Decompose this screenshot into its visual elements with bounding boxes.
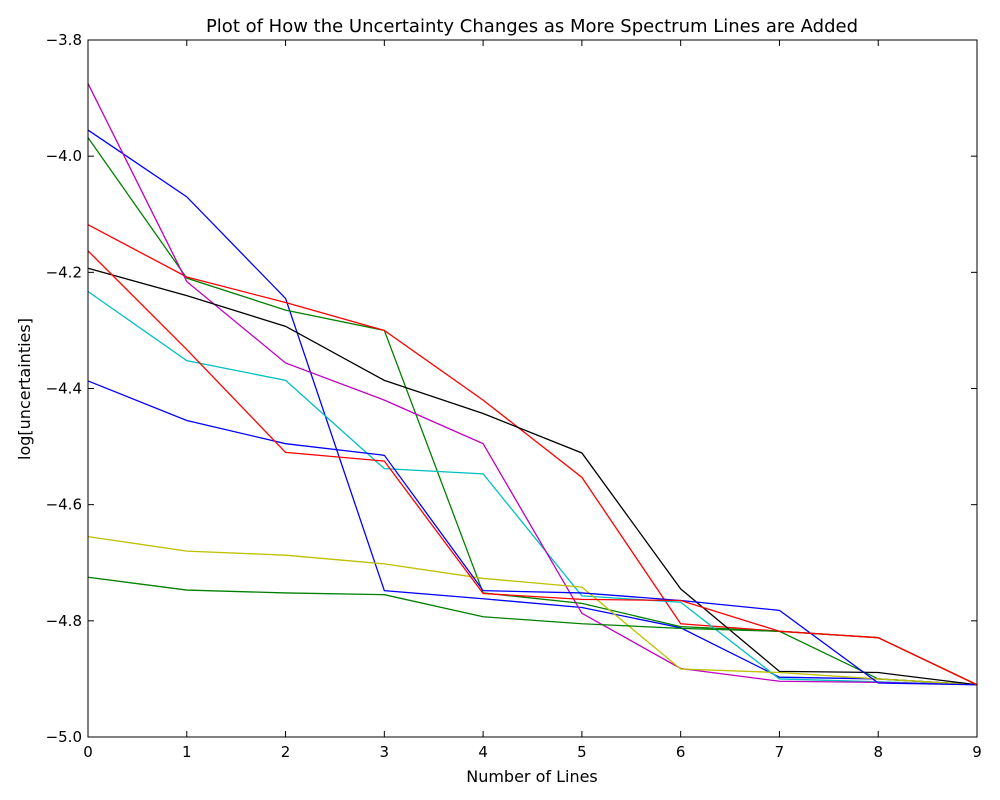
x-tick-label-7: 7 xyxy=(775,743,785,761)
series-layer xyxy=(87,83,978,686)
series-line-10 xyxy=(87,250,978,686)
y-tick-label-0: −5.0 xyxy=(46,728,82,746)
chart-title: Plot of How the Uncertainty Changes as M… xyxy=(206,16,858,37)
y-axis-ticks: −5.0 −4.8 −4.6 −4.4 −4.2 −4.0 −3.8 xyxy=(46,31,977,746)
x-tick-label-1: 1 xyxy=(182,743,192,761)
y-axis-label: log[uncertainties] xyxy=(15,318,34,460)
y-tick-label-5: −4.0 xyxy=(46,147,82,165)
series-line-4 xyxy=(87,290,978,686)
x-tick-label-0: 0 xyxy=(83,743,93,761)
series-line-5 xyxy=(87,83,978,686)
x-axis-label: Number of Lines xyxy=(466,767,598,786)
x-tick-label-4: 4 xyxy=(478,743,488,761)
x-axis-ticks: 0 1 2 3 4 5 6 7 8 9 xyxy=(83,40,982,761)
series-line-8 xyxy=(87,380,978,686)
x-tick-label-2: 2 xyxy=(281,743,291,761)
series-line-2 xyxy=(87,137,978,686)
x-tick-label-6: 6 xyxy=(676,743,686,761)
y-tick-label-1: −4.8 xyxy=(46,612,82,630)
x-tick-label-5: 5 xyxy=(577,743,587,761)
y-tick-label-4: −4.2 xyxy=(46,263,82,281)
x-tick-label-3: 3 xyxy=(380,743,390,761)
series-line-6 xyxy=(87,535,978,686)
x-tick-label-9: 9 xyxy=(972,743,982,761)
y-tick-label-2: −4.6 xyxy=(46,496,82,514)
y-tick-label-6: −3.8 xyxy=(46,31,82,49)
x-tick-label-8: 8 xyxy=(873,743,883,761)
y-tick-label-3: −4.4 xyxy=(46,380,82,398)
series-line-1 xyxy=(87,129,978,686)
series-line-7 xyxy=(87,267,978,686)
